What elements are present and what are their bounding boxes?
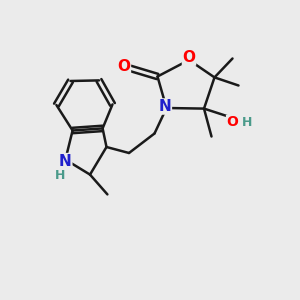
Text: N: N xyxy=(159,99,171,114)
Text: O: O xyxy=(117,59,130,74)
Text: H: H xyxy=(55,169,65,182)
Text: N: N xyxy=(59,154,72,169)
Text: H: H xyxy=(242,116,253,129)
Text: O: O xyxy=(182,50,196,65)
Text: O: O xyxy=(226,116,238,129)
